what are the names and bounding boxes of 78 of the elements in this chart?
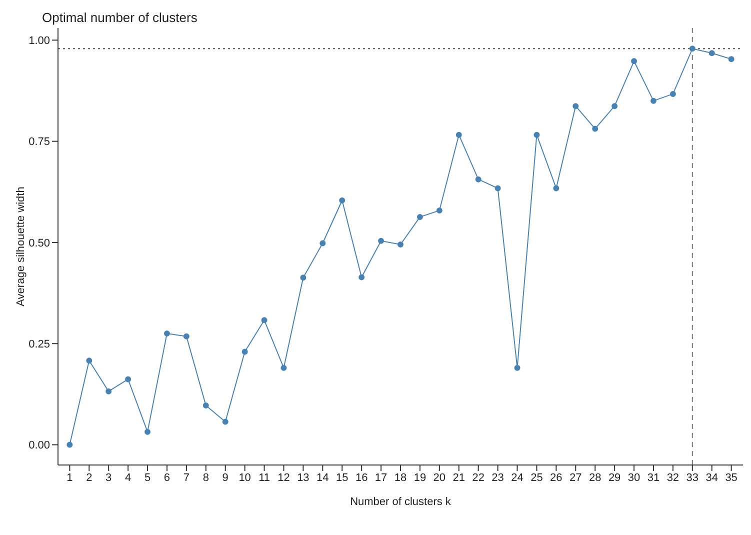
point	[125, 376, 132, 382]
x-axis-title: Number of clusters k	[350, 496, 452, 508]
point	[164, 330, 170, 336]
point	[728, 56, 734, 62]
x-tick-label: 8	[202, 472, 209, 484]
x-tick-label: 29	[608, 472, 621, 484]
y-tick-label: 0.00	[28, 440, 50, 452]
point	[261, 317, 268, 324]
x-tick-label: 11	[258, 472, 270, 484]
point	[534, 132, 540, 138]
x-tick-label: 21	[452, 472, 466, 484]
x-tick-label: 30	[628, 472, 640, 484]
point	[222, 418, 228, 425]
y-tick-label: 0.75	[28, 136, 50, 148]
point	[86, 358, 92, 364]
x-tick-label: 7	[183, 472, 190, 484]
x-tick-label: 18	[394, 472, 407, 484]
x-tick-label: 4	[124, 472, 132, 484]
x-tick-label: 17	[374, 472, 388, 484]
x-tick-label: 13	[297, 472, 310, 484]
point	[650, 98, 656, 104]
point	[280, 364, 287, 371]
x-tick-label: 22	[472, 472, 484, 484]
x-tick-label: 12	[278, 472, 290, 484]
x-tick-label: 34	[706, 472, 718, 484]
point	[320, 240, 326, 246]
point	[358, 274, 365, 280]
point	[300, 274, 306, 281]
x-tick-label: 33	[686, 472, 699, 484]
point	[144, 428, 151, 435]
point	[106, 388, 112, 394]
point	[592, 126, 598, 132]
point	[242, 348, 248, 355]
x-tick-label: 1	[66, 472, 73, 484]
point	[475, 176, 482, 182]
x-tick-label: 6	[164, 472, 170, 484]
x-tick-label: 31	[647, 472, 660, 484]
point	[183, 333, 190, 340]
x-tick-label: 15	[336, 472, 348, 484]
x-tick-label: 27	[570, 472, 582, 484]
point	[494, 185, 501, 192]
point	[378, 238, 384, 244]
point	[202, 402, 209, 409]
point	[456, 132, 462, 138]
point	[631, 58, 638, 64]
x-tick-label: 16	[355, 472, 368, 484]
point	[398, 241, 404, 248]
x-tick-label: 20	[433, 472, 446, 484]
y-tick-label: 0.25	[28, 338, 50, 351]
x-tick-label: 32	[666, 472, 680, 484]
x-tick-label: 5	[144, 472, 151, 484]
x-tick-label: 14	[316, 472, 329, 484]
x-tick-label: 35	[725, 472, 738, 484]
x-tick-label: 25	[530, 472, 543, 484]
point	[66, 442, 73, 448]
y-axis-title: Average silhouette width	[14, 186, 27, 306]
x-tick-label: 19	[414, 472, 426, 484]
y-tick-label: 0.50	[28, 237, 50, 250]
x-tick-label: 26	[550, 472, 562, 484]
x-tick-label: 2	[86, 472, 92, 484]
point	[514, 364, 520, 371]
point	[612, 103, 618, 110]
point	[553, 185, 560, 192]
y-tick-label: 1.00	[28, 35, 50, 48]
point	[416, 214, 423, 220]
x-tick-label: 23	[492, 472, 504, 484]
x-tick-label: 3	[106, 472, 112, 484]
point	[708, 50, 715, 56]
point	[339, 197, 346, 204]
x-tick-label: 10	[238, 472, 251, 484]
point	[572, 103, 579, 110]
point	[689, 46, 696, 52]
point	[670, 90, 676, 97]
x-tick-label: 24	[511, 472, 524, 484]
x-tick-label: 28	[588, 472, 602, 484]
point	[436, 207, 442, 214]
chart-title: Optimal number of clusters	[42, 10, 198, 25]
x-tick-label: 9	[222, 472, 228, 484]
